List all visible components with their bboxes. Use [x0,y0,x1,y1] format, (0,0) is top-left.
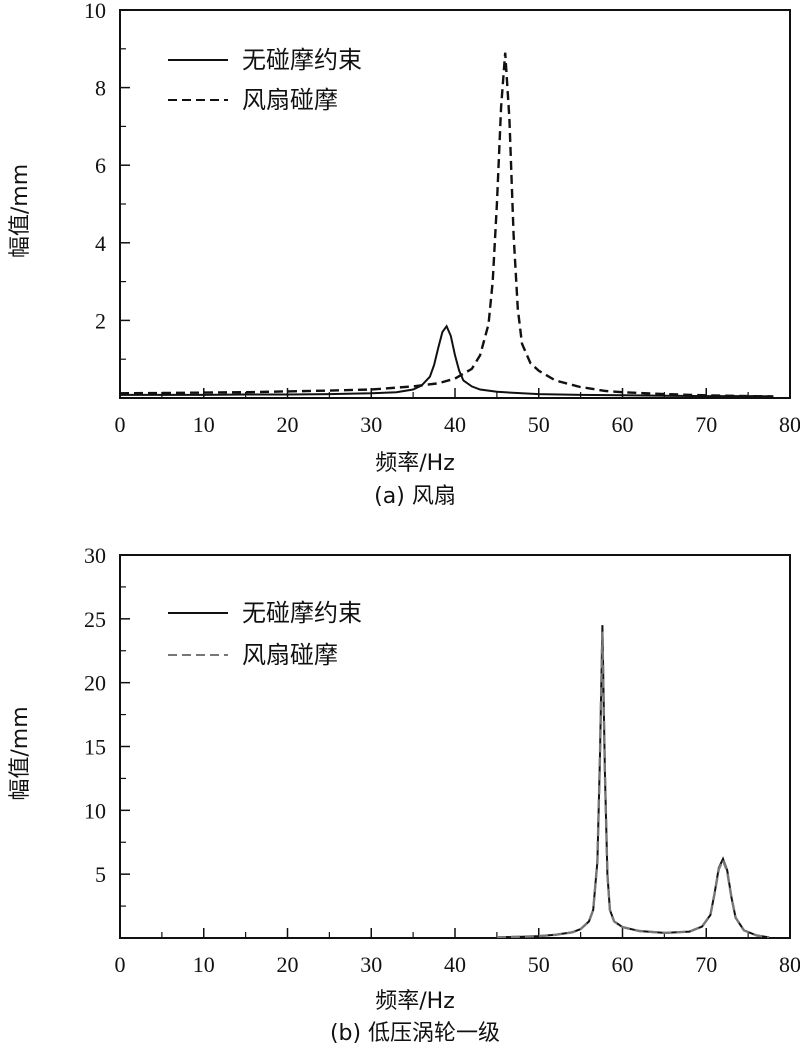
x-tick-label: 60 [612,412,634,437]
x-tick-label: 80 [779,412,800,437]
panel-caption: (a) 风扇 [374,484,456,509]
y-tick-label: 5 [95,862,106,887]
y-tick-label: 4 [95,231,106,256]
y-tick-label: 10 [84,798,106,823]
x-tick-label: 50 [528,952,550,977]
y-tick-label: 8 [95,76,106,101]
legend-label: 无碰摩约束 [242,46,362,74]
y-tick-label: 6 [95,153,106,178]
x-tick-label: 30 [360,412,382,437]
y-tick-label: 30 [84,543,106,568]
x-tick-label: 0 [115,412,126,437]
x-tick-label: 0 [115,952,126,977]
series-line-fan-rub [120,52,774,398]
y-tick-label: 15 [84,735,106,760]
legend-label: 风扇碰摩 [242,86,338,114]
x-tick-label: 70 [695,412,717,437]
plot-frame [119,9,791,399]
x-tick-label: 30 [360,952,382,977]
y-tick-label: 20 [84,671,106,696]
legend-label: 无碰摩约束 [242,599,362,627]
x-axis-title: 频率/Hz [375,451,455,476]
x-tick-label: 10 [193,412,215,437]
x-tick-label: 50 [528,412,550,437]
x-tick-label: 60 [612,952,634,977]
x-tick-label: 40 [444,412,466,437]
y-tick-label: 10 [84,0,106,23]
x-tick-label: 80 [779,952,800,977]
series-line-no-rub [496,625,770,938]
series-line-fan-rub [496,631,770,938]
y-axis-title: 幅值/mm [8,164,33,258]
y-tick-label: 25 [84,607,106,632]
panel-b-lp-turbine-stage1: 0 10 20 30 40 50 60 70 80 5 10 15 20 25 30 频率/Hz 幅值/mm (b… [8,543,800,1046]
x-tick-label: 40 [444,952,466,977]
panel-a-fan: 0 10 20 30 40 50 60 70 80 2 4 6 8 10 频率/Hz 幅值/mm (a) 风扇 无… [8,0,800,509]
x-axis-title: 频率/Hz [375,989,455,1014]
panel-caption: (b) 低压涡轮一级 [330,1021,500,1046]
x-tick-label: 20 [277,952,299,977]
y-tick-label: 2 [95,308,106,333]
x-tick-label: 20 [277,412,299,437]
y-axis-title: 幅值/mm [8,706,33,800]
x-tick-label: 70 [695,952,717,977]
x-tick-label: 10 [193,952,215,977]
series-line-no-rub [120,324,774,398]
legend-label: 风扇碰摩 [242,641,338,669]
